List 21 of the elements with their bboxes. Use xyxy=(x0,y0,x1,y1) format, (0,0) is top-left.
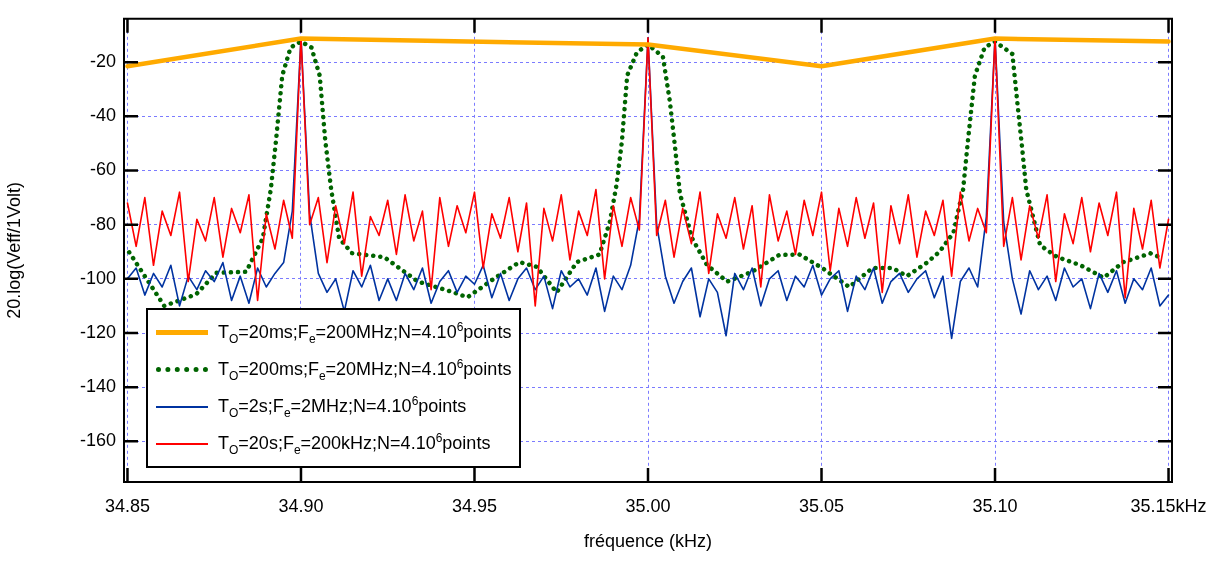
x-tick-label: 35.15kHz xyxy=(1130,495,1207,516)
x-tick-label: 35.05 xyxy=(798,495,845,516)
x-axis-title: fréquence (kHz) xyxy=(583,531,713,552)
x-tick-label: 34.90 xyxy=(278,495,324,516)
x-tick-label: 34.95 xyxy=(451,495,498,516)
legend-label: T$_{O}$=2s;F$_{e}$=2MHz;N=4.10$^{6}$points xyxy=(218,393,467,420)
x-tick-label: 35.00 xyxy=(625,495,671,516)
y-tick-label: -60 xyxy=(89,159,116,180)
y-tick-label: -40 xyxy=(89,105,116,126)
legend-label: T$_{O}$=20s;F$_{e}$=200kHz;N=4.10$^{6}$points xyxy=(218,430,491,457)
y-tick-label: -80 xyxy=(89,213,116,234)
y-axis-title: 20.log(Veff/1Volt) xyxy=(3,182,24,319)
y-tick-label: -20 xyxy=(89,51,116,72)
y-tick-label: -120 xyxy=(79,321,116,342)
x-tick-label: 35.10 xyxy=(972,495,1018,516)
y-tick-label: -140 xyxy=(79,376,116,397)
legend-label: T$_{O}$=200ms;F$_{e}$=20MHz;N=4.10$^{6}$points xyxy=(218,356,512,383)
y-tick-label: -100 xyxy=(79,267,116,288)
x-tick-label: 34.85 xyxy=(104,495,150,516)
legend-label: T$_{O}$=20ms;F$_{e}$=200MHz;N=4.10$^{6}$points xyxy=(218,319,512,346)
y-tick-label: -160 xyxy=(79,430,116,451)
